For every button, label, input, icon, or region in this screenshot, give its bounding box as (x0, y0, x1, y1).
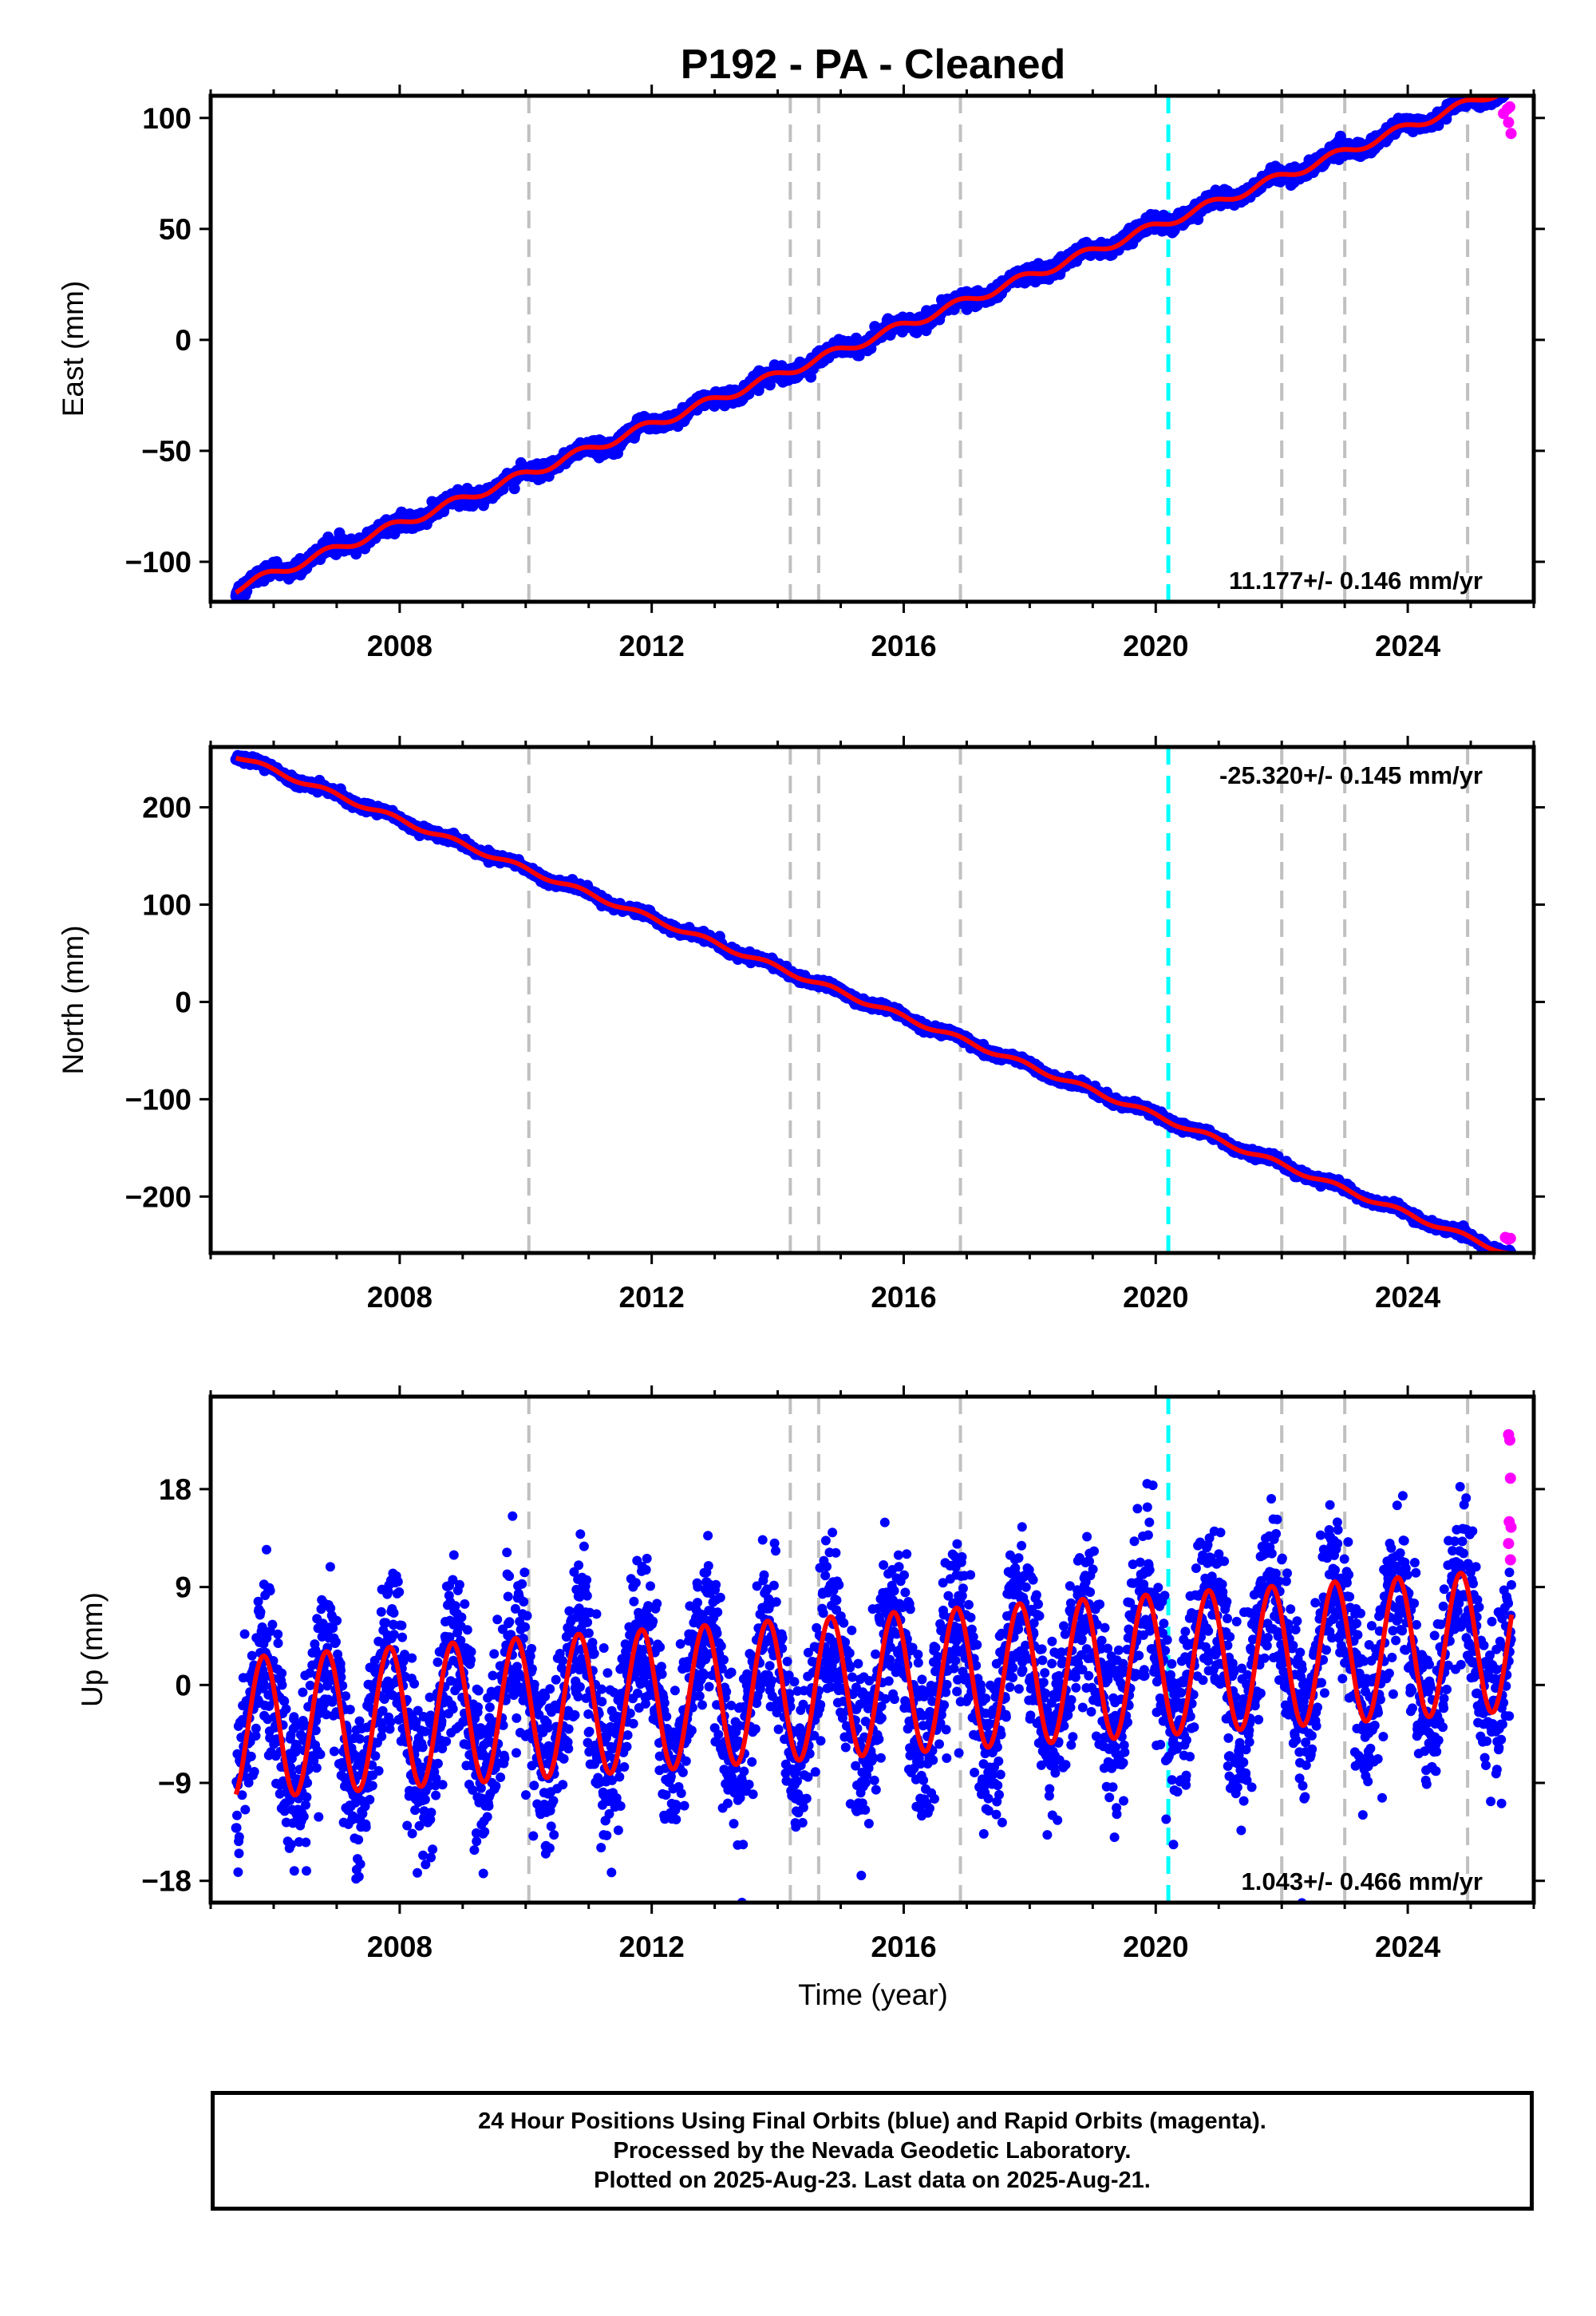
y-tick-label: 0 (175, 324, 192, 357)
y-tick-label: −100 (125, 546, 192, 579)
final-orbit-point (1502, 82, 1513, 93)
x-tick-label: 2024 (1375, 630, 1441, 662)
y-axis-label: East (mm) (57, 281, 89, 417)
final-orbit-point (1504, 80, 1515, 91)
final-orbit-point (1500, 84, 1511, 95)
east-panel: 2008 2012 2016 2020 2024 −100 −50 0 50 100 East (m… (57, 74, 1545, 662)
final-orbit-point (1498, 84, 1509, 95)
final-orbit-point (1504, 81, 1515, 93)
final-orbit-point (1505, 83, 1516, 94)
rapid-orbit-point (1503, 101, 1515, 113)
x-tick-label: 2016 (871, 630, 936, 662)
rapid-orbit-point (1505, 128, 1517, 140)
y-tick-label: 50 (159, 213, 192, 246)
final-orbit-point (1505, 81, 1516, 92)
final-orbit-point (1502, 74, 1513, 85)
final-orbit-point (1491, 84, 1502, 95)
model-fit-line (235, 96, 1502, 595)
rate-label: 11.177+/- 0.146 mm/yr (1229, 567, 1483, 595)
chart-title: P192 - PA - Cleaned (681, 41, 1066, 88)
north-panel: 2008 2012 2016 2020 2024−200−1000100200North… (57, 736, 1545, 1314)
final-orbit-point (1503, 84, 1514, 95)
x-tick-label: 2012 (619, 630, 685, 662)
x-tick-label: 2020 (1123, 630, 1188, 662)
final-orbit-point (1506, 74, 1517, 85)
final-orbit-point (1490, 83, 1501, 94)
x-tick-label: 2008 (367, 630, 433, 662)
final-orbit-point (1499, 83, 1511, 94)
rapid-orbit-point (1503, 117, 1515, 128)
final-orbit-point (1500, 85, 1511, 96)
final-orbit-point (1503, 82, 1515, 93)
final-orbit-point (1503, 78, 1515, 89)
final-orbit-point (508, 483, 520, 495)
final-orbit-point (1501, 83, 1512, 94)
y-tick-label: 100 (142, 102, 192, 135)
y-tick-label: −50 (141, 435, 192, 468)
